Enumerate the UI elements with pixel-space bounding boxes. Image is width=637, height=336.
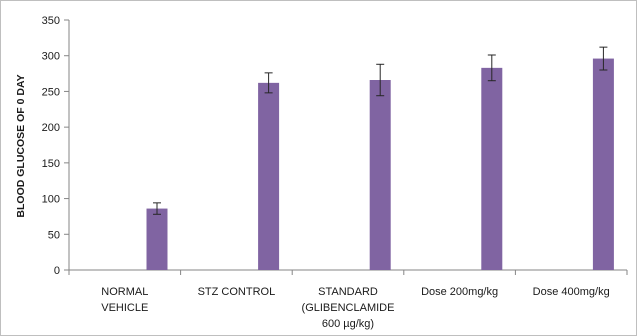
x-category-label: Dose 400mg/kg	[533, 286, 610, 298]
error-bar	[487, 54, 496, 82]
y-tick-label: 0	[54, 265, 60, 277]
x-category-label: STANDARD (GLIBENCLAMIDE 600 µg/kg)	[302, 286, 395, 330]
error-bar	[153, 202, 161, 215]
y-tick-label: 300	[42, 51, 60, 63]
bar	[592, 58, 614, 271]
error-bar	[599, 46, 608, 71]
bar	[146, 208, 168, 270]
x-category-label: Dose 200mg/kg	[421, 286, 498, 298]
y-axis-title-group: BLOOD GLUCOSE OF 0 DAY	[15, 74, 27, 217]
y-tick-label: 350	[42, 15, 60, 27]
error-bar	[264, 72, 273, 94]
bar	[481, 67, 503, 270]
y-tick-label: 100	[42, 194, 60, 206]
bars	[146, 58, 614, 271]
error-bar	[376, 63, 385, 97]
bar	[258, 82, 280, 270]
y-tick-label: 250	[42, 86, 60, 98]
y-ticks: 0 50 100 150 200 250 300 350	[42, 15, 69, 277]
bar	[369, 80, 391, 270]
y-tick-label: 50	[48, 229, 60, 241]
y-tick-label: 200	[42, 122, 60, 134]
y-tick-label: 150	[42, 158, 60, 170]
y-axis-title: BLOOD GLUCOSE OF 0 DAY	[15, 74, 27, 217]
x-category-label: STZ CONTROL	[198, 286, 276, 298]
x-category-label: NORMAL VEHICLE	[101, 286, 148, 314]
x-labels: NORMAL VEHICLE STZ CONTROL STANDARD (GLIBENC…	[101, 286, 609, 330]
error-bars	[153, 46, 608, 215]
